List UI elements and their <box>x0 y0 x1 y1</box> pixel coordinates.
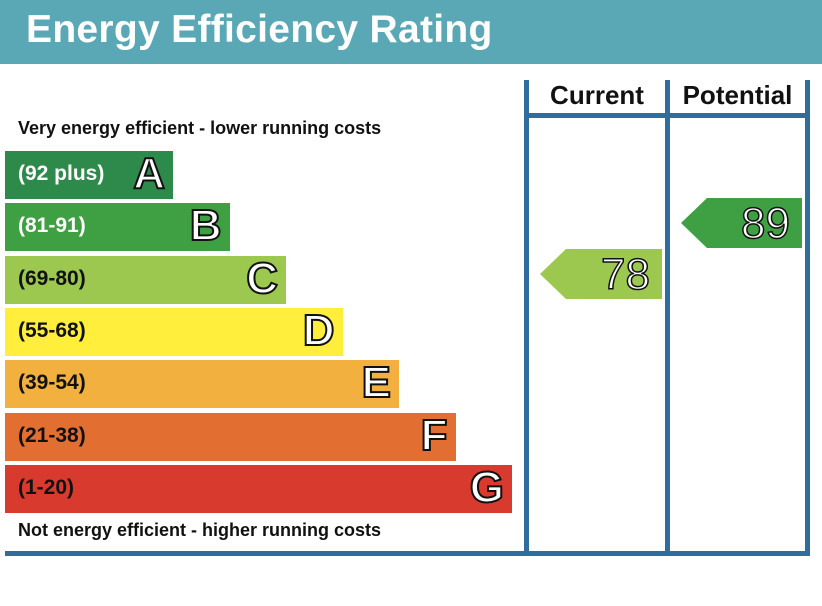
band-letter: E <box>361 357 392 408</box>
band-c: (69-80) C <box>5 253 286 304</box>
band-range-label: (1-20) <box>18 475 75 499</box>
band-d: (55-68) D <box>5 305 343 356</box>
frame-bottom-rule <box>5 551 810 556</box>
rating-arrow-shape <box>540 249 662 300</box>
band-letter: D <box>302 305 336 356</box>
bottom-caption: Not energy efficient - higher running co… <box>18 520 382 540</box>
band-letter: C <box>245 253 279 304</box>
frame-divider-right <box>805 80 810 554</box>
rating-potential: 89 <box>681 197 802 249</box>
band-range-label: (69-80) <box>18 266 86 290</box>
column-header-potential: Potential <box>682 80 793 110</box>
frame-divider-middle <box>665 80 670 554</box>
rating-arrow-shape <box>681 197 802 248</box>
column-header-rule <box>524 113 810 118</box>
rating-value: 78 <box>600 249 650 300</box>
band-letter: G <box>469 462 505 513</box>
band-a: (92 plus) A <box>5 148 173 199</box>
band-letter: F <box>420 410 449 461</box>
band-range-label: (55-68) <box>18 318 86 342</box>
band-range-label: (81-91) <box>18 214 86 238</box>
band-range-label: (21-38) <box>18 423 86 447</box>
band-letter: B <box>189 200 223 251</box>
band-b: (81-91) B <box>5 200 230 252</box>
column-header-current: Current <box>550 80 644 110</box>
band-e: (39-54) E <box>5 357 399 409</box>
rating-current: 78 <box>540 249 662 300</box>
header-bar: Energy Efficiency Rating <box>0 0 822 64</box>
frame-divider-left <box>524 80 529 554</box>
band-range-label: (92 plus) <box>18 162 105 185</box>
chart-title: Energy Efficiency Rating <box>26 8 493 51</box>
top-caption: Very energy efficient - lower running co… <box>18 118 382 138</box>
band-g: (1-20) G <box>5 462 512 513</box>
band-f: (21-38) F <box>5 410 456 461</box>
band-range-label: (39-54) <box>18 371 86 395</box>
band-letter: A <box>132 148 166 199</box>
rating-value: 89 <box>740 198 790 249</box>
